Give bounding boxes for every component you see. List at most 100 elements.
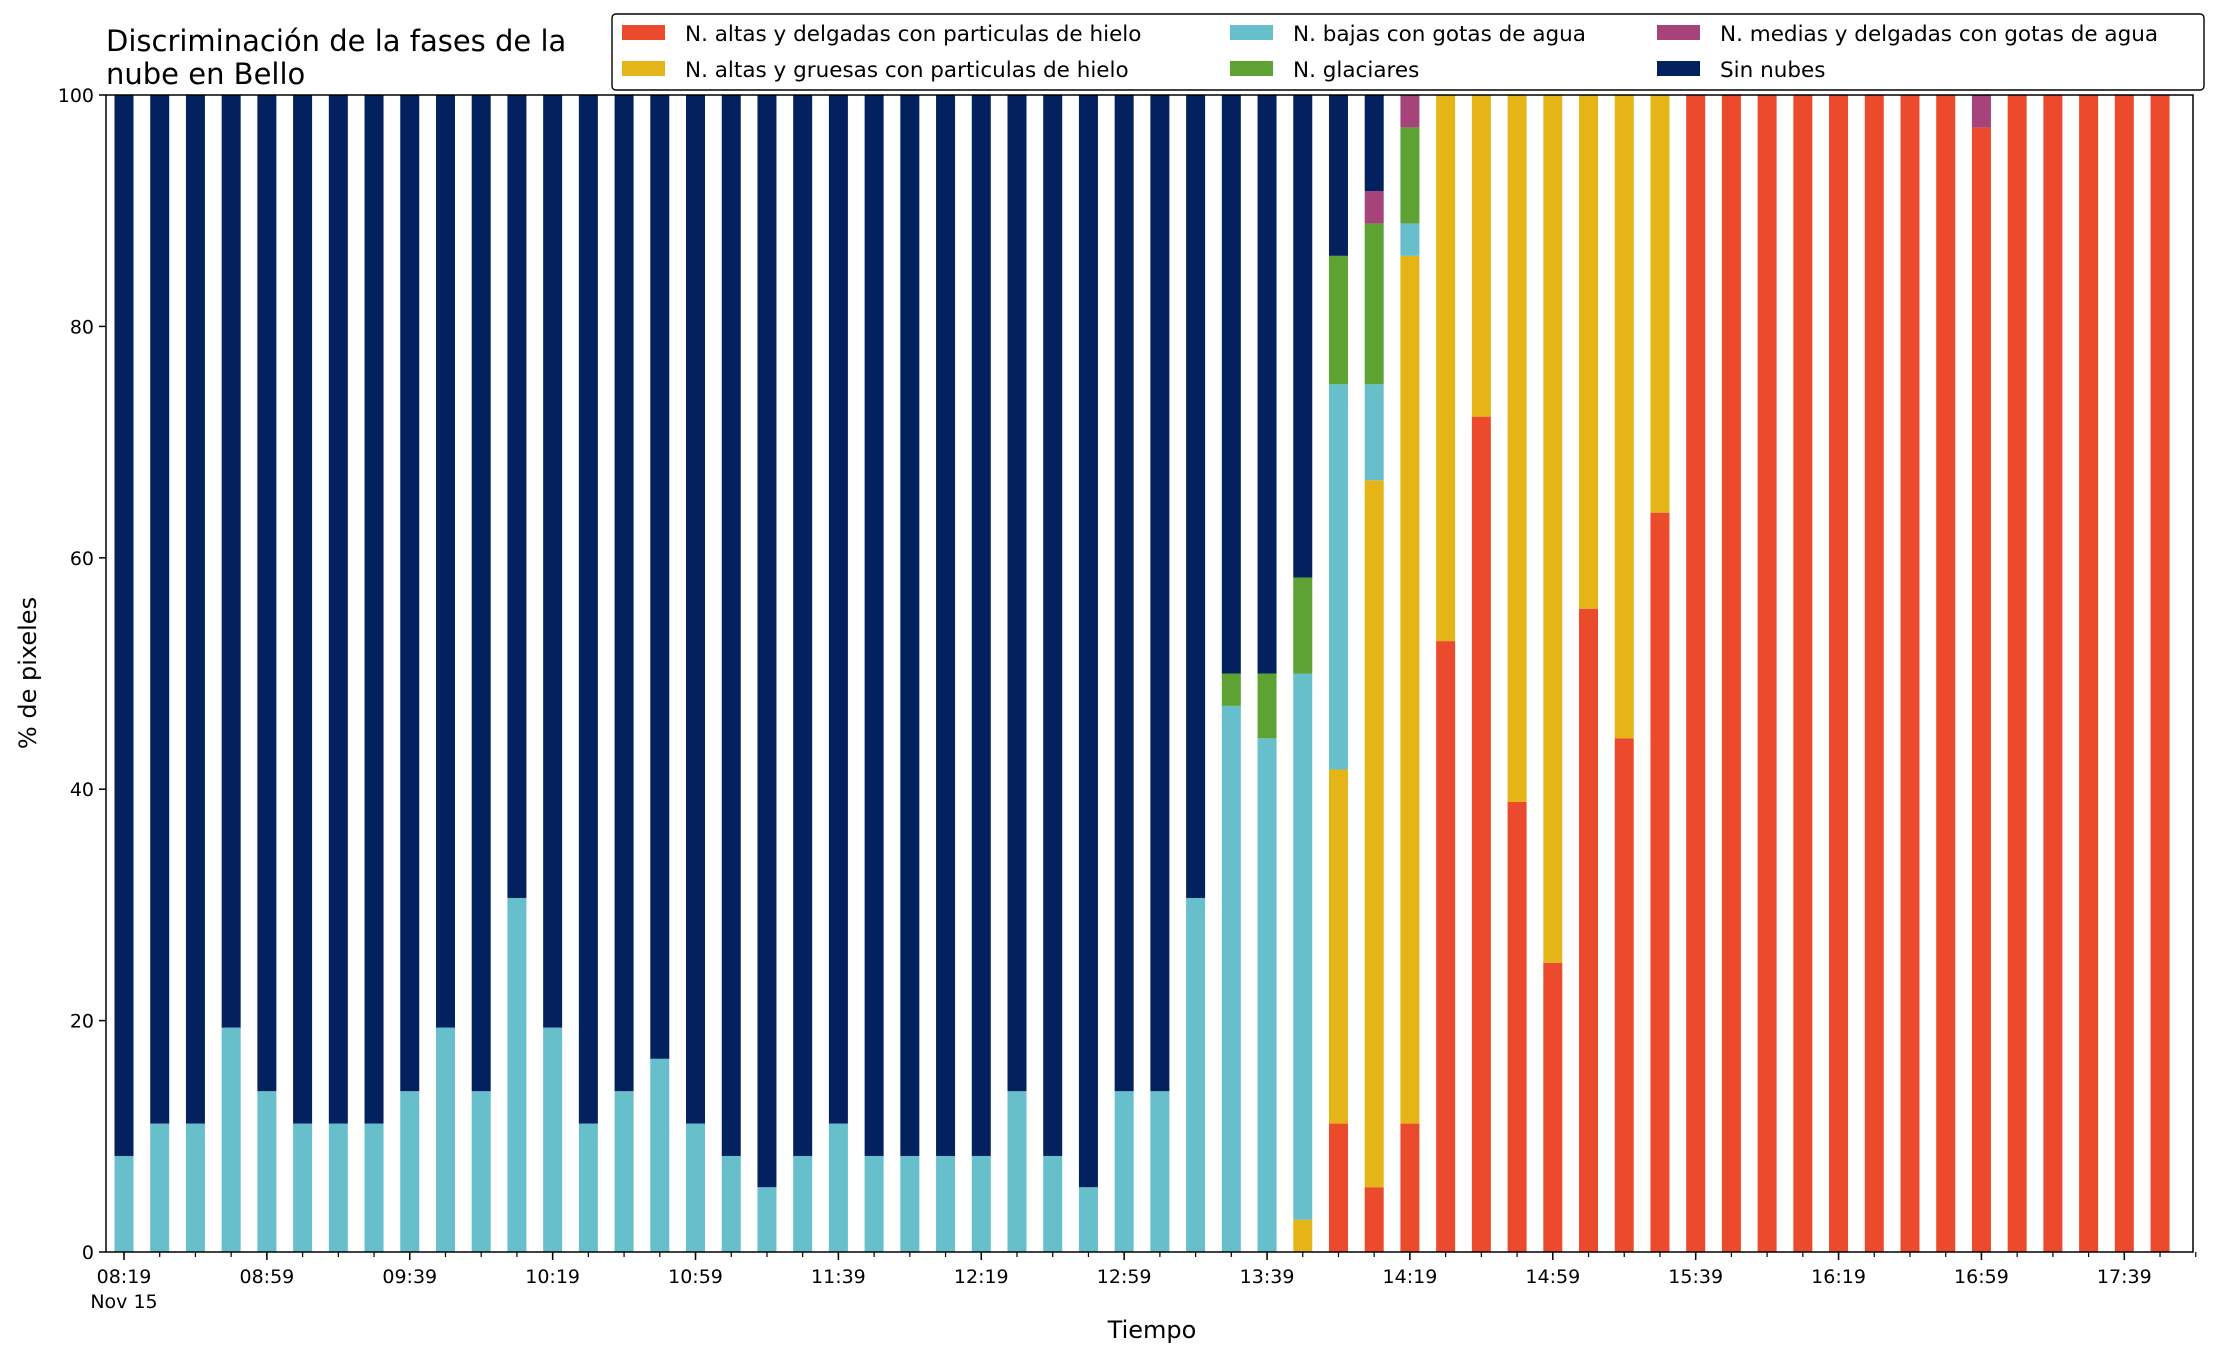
x-tick-label: 17:39 [2097, 1266, 2152, 1288]
bar-1439-s0 [1471, 416, 1491, 1252]
chart-title: Discriminación de la fases de la nube en… [106, 24, 566, 91]
bar-1039-s2 [614, 1091, 634, 1252]
bar-1219-s2 [971, 1155, 991, 1252]
bar-1529-s0 [1650, 512, 1670, 1252]
legend-entry-label: N. altas y gruesas con particulas de hie… [685, 58, 1129, 83]
bar-1419-s3 [1400, 127, 1420, 224]
bar-1309-s2 [1150, 1091, 1170, 1252]
x-tick-label: 11:39 [811, 1266, 866, 1288]
bar-0959-s2 [471, 1091, 491, 1252]
bar-1329-s2 [1221, 705, 1241, 1252]
bar-0819-s2 [114, 1155, 134, 1252]
x-tick-label: 16:59 [1954, 1266, 2009, 1288]
bar-1309-s5 [1150, 95, 1170, 1092]
legend-swatch [1657, 25, 1700, 40]
bar-1149-s2 [864, 1155, 884, 1252]
bar-1559-s0 [1757, 95, 1777, 1252]
bar-0929-s2 [364, 1123, 384, 1252]
bar-1639-s0 [1900, 95, 1920, 1252]
bar-1259-s2 [1114, 1091, 1134, 1252]
bar-1019-s5 [543, 95, 563, 1028]
bar-0939-s5 [400, 95, 420, 1092]
bar-1659-s4 [1971, 95, 1991, 128]
bar-1009-s5 [507, 95, 527, 898]
bar-0949-s2 [435, 1027, 455, 1252]
bar-1729-s0 [2079, 95, 2099, 1252]
x-tick-label: 15:39 [1668, 1266, 1723, 1288]
legend-entry-label: N. altas y delgadas con particulas de hi… [685, 22, 1141, 47]
bar-1359-s3 [1328, 255, 1348, 385]
y-axis: 0 20 40 60 80 100 [58, 85, 106, 1264]
bar-1339-s3 [1257, 673, 1277, 739]
bar-0859-s2 [257, 1091, 277, 1252]
bar-1439-s1 [1471, 95, 1491, 417]
bar-1549-s0 [1721, 95, 1741, 1252]
bar-0909-s5 [293, 95, 313, 1124]
y-tick-label: 0 [82, 1242, 94, 1264]
bar-1059-s2 [686, 1123, 706, 1252]
bar-1209-s5 [936, 95, 956, 1156]
bar-1419-s0 [1400, 1123, 1420, 1252]
bar-1409-s3 [1364, 223, 1384, 385]
bar-1649-s0 [1936, 95, 1956, 1252]
x-date-label: Nov 15 [90, 1291, 157, 1313]
legend-swatch [622, 61, 665, 76]
bar-1319-s2 [1186, 897, 1206, 1252]
bar-1409-s0 [1364, 1187, 1384, 1252]
bar-1329-s3 [1221, 673, 1241, 706]
bar-1409-s4 [1364, 191, 1384, 224]
y-axis-label: % de pixeles [14, 597, 42, 749]
x-tick-label: 12:59 [1097, 1266, 1152, 1288]
x-tick-label: 08:59 [239, 1266, 294, 1288]
bar-1019-s2 [543, 1027, 563, 1252]
chart-title-line-2: nube en Bello [106, 57, 305, 91]
x-tick-label: 14:19 [1383, 1266, 1438, 1288]
x-axis: 08:19 08:59 09:39 10:19 10:59 11:39 12:19 12:59… [90, 1252, 2197, 1313]
bar-1109-s5 [721, 95, 741, 1156]
bar-1129-s5 [793, 95, 813, 1156]
bar-0919-s2 [328, 1123, 348, 1252]
bar-1419-s2 [1400, 223, 1420, 256]
bar-1009-s2 [507, 897, 527, 1252]
bar-0859-s5 [257, 95, 277, 1092]
bar-1359-s0 [1328, 1123, 1348, 1252]
y-tick-label: 80 [70, 316, 94, 338]
bar-1139-s2 [828, 1123, 848, 1252]
bar-1739-s0 [2114, 95, 2134, 1252]
bar-1349-s1 [1293, 1219, 1313, 1252]
bar-0949-s5 [435, 95, 455, 1028]
bar-1409-s5 [1364, 95, 1384, 192]
bar-0829-s5 [150, 95, 170, 1124]
bar-1029-s2 [578, 1123, 598, 1252]
bar-1629-s0 [1864, 95, 1884, 1252]
bar-1519-s1 [1614, 95, 1634, 739]
bar-1519-s0 [1614, 738, 1634, 1252]
bar-0839-s5 [185, 95, 205, 1124]
bar-0849-s2 [221, 1027, 241, 1252]
bar-0839-s2 [185, 1123, 205, 1252]
x-axis-label: Tiempo [1107, 1316, 1197, 1344]
bar-1209-s2 [936, 1155, 956, 1252]
bar-1359-s5 [1328, 95, 1348, 256]
bar-1429-s0 [1436, 641, 1456, 1252]
bar-1229-s2 [1007, 1091, 1027, 1252]
legend-entry-label: N. bajas con gotas de agua [1293, 22, 1586, 47]
bar-1359-s2 [1328, 384, 1348, 770]
legend-swatch [1230, 61, 1273, 76]
bar-0919-s5 [328, 95, 348, 1124]
bar-1049-s2 [650, 1058, 670, 1252]
bar-0939-s2 [400, 1091, 420, 1252]
bar-0819-s5 [114, 95, 134, 1156]
bar-1409-s1 [1364, 480, 1384, 1188]
bar-1459-s0 [1543, 962, 1563, 1252]
bar-1459-s1 [1543, 95, 1563, 963]
bar-1249-s5 [1078, 95, 1098, 1188]
bar-1339-s2 [1257, 738, 1277, 1252]
bar-1349-s2 [1293, 673, 1313, 1220]
bar-0849-s5 [221, 95, 241, 1028]
bar-1039-s5 [614, 95, 634, 1092]
x-tick-label: 10:19 [525, 1266, 580, 1288]
bar-1329-s5 [1221, 95, 1241, 674]
bar-1659-s0 [1971, 127, 1991, 1252]
y-tick-label: 40 [70, 779, 94, 801]
